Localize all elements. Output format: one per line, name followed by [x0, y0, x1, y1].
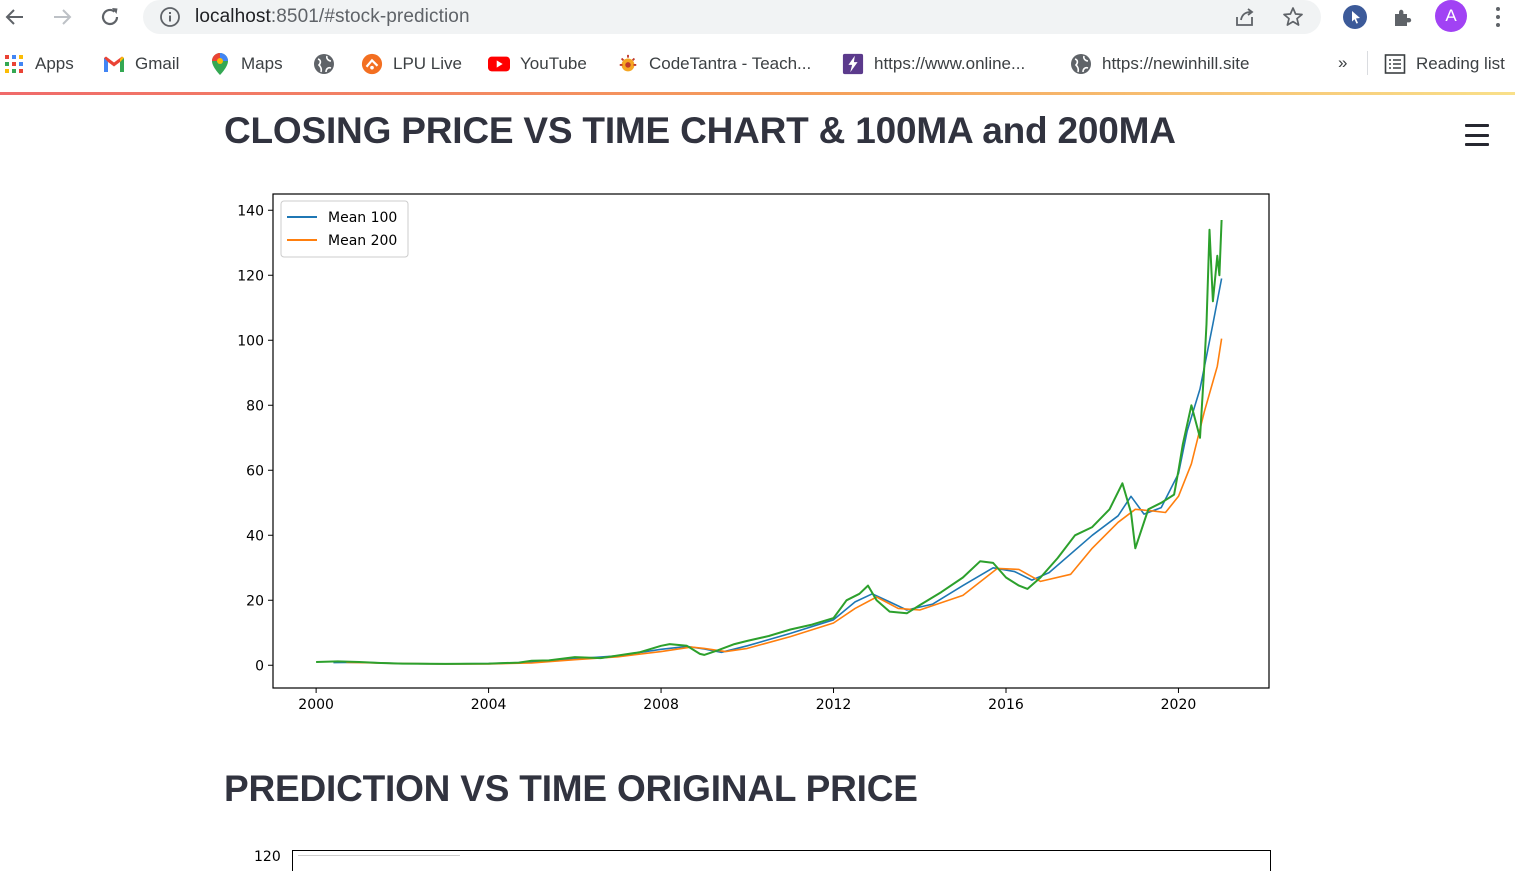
bookmark-globe[interactable] — [313, 46, 335, 82]
y-tick-label: 120 — [237, 268, 264, 284]
prediction-chart-y-tick: 120 — [254, 849, 281, 865]
bookmark-codetantra[interactable]: CodeTantra - Teach... — [617, 46, 811, 82]
profile-avatar[interactable]: A — [1435, 0, 1467, 32]
youtube-icon — [488, 53, 510, 75]
url-text[interactable]: localhost:8501/#stock-prediction — [195, 6, 470, 28]
globe-icon — [1070, 53, 1092, 75]
prediction-chart-legend — [298, 855, 460, 860]
globe-icon — [313, 53, 335, 75]
address-bar[interactable]: localhost:8501/#stock-prediction — [143, 0, 1321, 34]
bookmark-label: YouTube — [520, 54, 587, 73]
bookmark-online[interactable]: https://www.online... — [842, 46, 1025, 82]
bookmark-maps[interactable]: Maps — [209, 46, 283, 82]
share-icon[interactable] — [1233, 5, 1257, 34]
back-arrow-icon — [5, 9, 23, 25]
y-tick-label: 40 — [246, 528, 264, 544]
bookmark-label: Gmail — [135, 54, 180, 73]
reading-list-button[interactable]: Reading list — [1384, 46, 1505, 82]
lpu-live-icon — [361, 53, 383, 75]
more-bookmarks-button[interactable]: » — [1338, 53, 1348, 72]
bookmark-label: Maps — [241, 54, 283, 73]
back-button[interactable] — [0, 2, 30, 32]
y-tick-label: 20 — [246, 593, 264, 609]
x-tick-label: 2020 — [1161, 697, 1197, 713]
x-tick-label: 2000 — [298, 697, 334, 713]
lightning-icon — [842, 53, 864, 75]
bookmark-apps[interactable]: Apps — [3, 46, 74, 82]
bookmarks-bar: Apps Gmail Maps LPU Live YouTube CodeTan… — [0, 46, 1515, 82]
forward-button[interactable] — [47, 2, 77, 32]
bookmark-label: LPU Live — [393, 54, 462, 73]
y-tick-label: 0 — [255, 658, 264, 674]
chart2-heading: PREDICTION VS TIME ORIGINAL PRICE — [224, 768, 918, 809]
bookmark-label: Apps — [35, 54, 74, 73]
browser-toolbar: localhost:8501/#stock-prediction A — [0, 0, 1515, 36]
plot-frame — [272, 193, 1270, 689]
closing-price-ma-chart: 2000 2004 2008 2012 2016 2020 0 20 40 60 80 100 120 1… — [237, 193, 1270, 713]
y-tick-label: 100 — [237, 333, 264, 349]
forward-arrow-icon — [54, 9, 72, 25]
prediction-chart-frame — [292, 850, 1271, 871]
app-menu-icon[interactable] — [1465, 124, 1489, 146]
bookmark-newinhill[interactable]: https://newinhill.site — [1070, 46, 1249, 82]
site-info-icon[interactable] — [159, 6, 181, 33]
url-path: :8501/#stock-prediction — [270, 6, 470, 27]
legend-label: Mean 200 — [328, 233, 397, 249]
gmail-icon — [103, 53, 125, 75]
y-tick-label: 80 — [246, 398, 264, 414]
bookmark-label: https://newinhill.site — [1102, 54, 1250, 73]
chart1-heading: CLOSING PRICE VS TIME CHART & 100MA and … — [224, 110, 1176, 151]
y-tick-label: 60 — [246, 463, 264, 479]
x-tick-label: 2004 — [471, 697, 507, 713]
x-tick-label: 2016 — [988, 697, 1024, 713]
x-tick-label: 2012 — [816, 697, 852, 713]
bookmark-lpu-live[interactable]: LPU Live — [361, 46, 462, 82]
reading-list-icon — [1384, 53, 1406, 75]
bookmark-star-icon[interactable] — [1281, 5, 1305, 34]
cursor-extension-icon[interactable] — [1341, 3, 1369, 31]
url-host: localhost — [195, 6, 271, 27]
x-tick-label: 2008 — [643, 697, 679, 713]
y-tick-label: 140 — [237, 203, 264, 219]
series-line-mean-200 — [346, 338, 1223, 665]
extensions-puzzle-icon[interactable] — [1389, 3, 1417, 31]
chart-legend — [280, 200, 409, 258]
reload-icon — [101, 8, 119, 26]
codetantra-icon — [617, 53, 639, 75]
maps-pin-icon — [209, 53, 231, 75]
bookmark-youtube[interactable]: YouTube — [488, 46, 587, 82]
bookmark-label: CodeTantra - Teach... — [649, 54, 812, 73]
bookmark-label: https://www.online... — [874, 54, 1026, 73]
series-line-close-price — [316, 219, 1223, 665]
bookmark-gmail[interactable]: Gmail — [103, 46, 179, 82]
reading-list-label: Reading list — [1416, 54, 1505, 73]
reload-button[interactable] — [95, 2, 125, 32]
series-line-mean-100 — [333, 278, 1223, 665]
legend-label: Mean 100 — [328, 210, 397, 226]
apps-grid-icon — [3, 53, 25, 75]
page-load-progress-bar — [0, 92, 1515, 95]
bookmarks-divider — [1367, 51, 1368, 75]
browser-menu-icon[interactable] — [1486, 3, 1510, 31]
